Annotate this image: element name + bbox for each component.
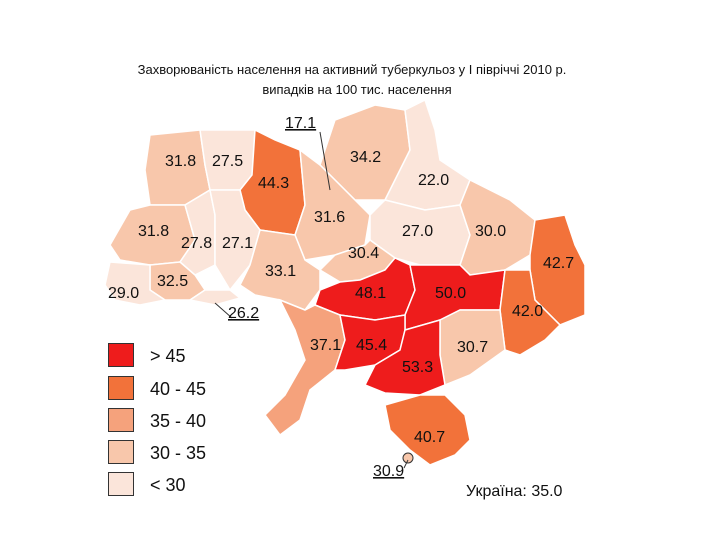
map-title: Захворюваність населення на активний туб… [137,62,567,77]
label-ivano-frankivsk: 32.5 [157,273,188,290]
region-luhansk [529,214,586,326]
label-chernivtsi: 26.2 [228,305,259,322]
region-sevastopol [402,452,414,464]
label-mykolaiv: 45.4 [356,337,387,354]
label-lviv: 31.8 [138,223,169,240]
label-sevastopol: 30.9 [373,463,404,480]
ukraine-total: Україна: 35.0 [466,483,563,500]
legend-swatch-35-40 [108,408,134,432]
label-donetsk: 42.0 [512,303,543,320]
legend-label-40-45: 40 - 45 [150,379,207,399]
region-chernivtsi [188,289,242,306]
label-kirovohrad: 48.1 [355,285,386,302]
label-luhansk: 42.7 [543,255,574,272]
region-kherson [363,319,446,396]
label-zaporizhzhia: 30.7 [457,339,488,356]
label-chernihiv: 34.2 [350,149,381,166]
chernivtsi-leader [214,302,233,319]
label-kherson: 53.3 [402,359,433,376]
label-cherkasy: 30.4 [348,245,379,262]
legend-label-35-40: 35 - 40 [150,411,207,431]
legend-label-gt45: > 45 [150,346,186,366]
map-subtitle: випадків на 100 тис. населення [262,82,452,97]
label-sumy: 22.0 [418,172,449,189]
sevastopol-leader [403,459,409,469]
region-kharkiv [459,178,536,276]
label-vinnytsia: 33.1 [265,263,296,280]
label-rivne: 27.5 [212,153,243,170]
region-crimea [384,394,471,466]
legend-label-30-35: 30 - 35 [150,443,207,463]
legend-swatch-30-35 [108,440,134,464]
legend-swatch-40-45 [108,376,134,400]
kyiv-city-leader [319,131,331,191]
label-kyiv-oblast: 31.6 [314,209,345,226]
legend-label-lt30: < 30 [150,475,186,495]
legend-swatch-lt30 [108,472,134,496]
label-poltava: 27.0 [402,223,433,240]
label-zakarpattia: 29.0 [108,285,139,302]
label-zhytomyr: 44.3 [258,175,289,192]
label-volyn: 31.8 [165,153,196,170]
label-kharkiv: 30.0 [475,223,506,240]
label-crimea: 40.7 [414,429,445,446]
label-khmelnytskyi: 27.1 [222,235,253,252]
legend-swatch-gt45 [108,343,134,367]
label-ternopil: 27.8 [181,235,212,252]
region-odesa [264,298,346,437]
region-zakarpattia [104,261,167,306]
label-kyiv-city: 17.1 [285,115,316,132]
label-odesa: 37.1 [310,337,341,354]
label-dnipropetrovsk: 50.0 [435,285,466,302]
